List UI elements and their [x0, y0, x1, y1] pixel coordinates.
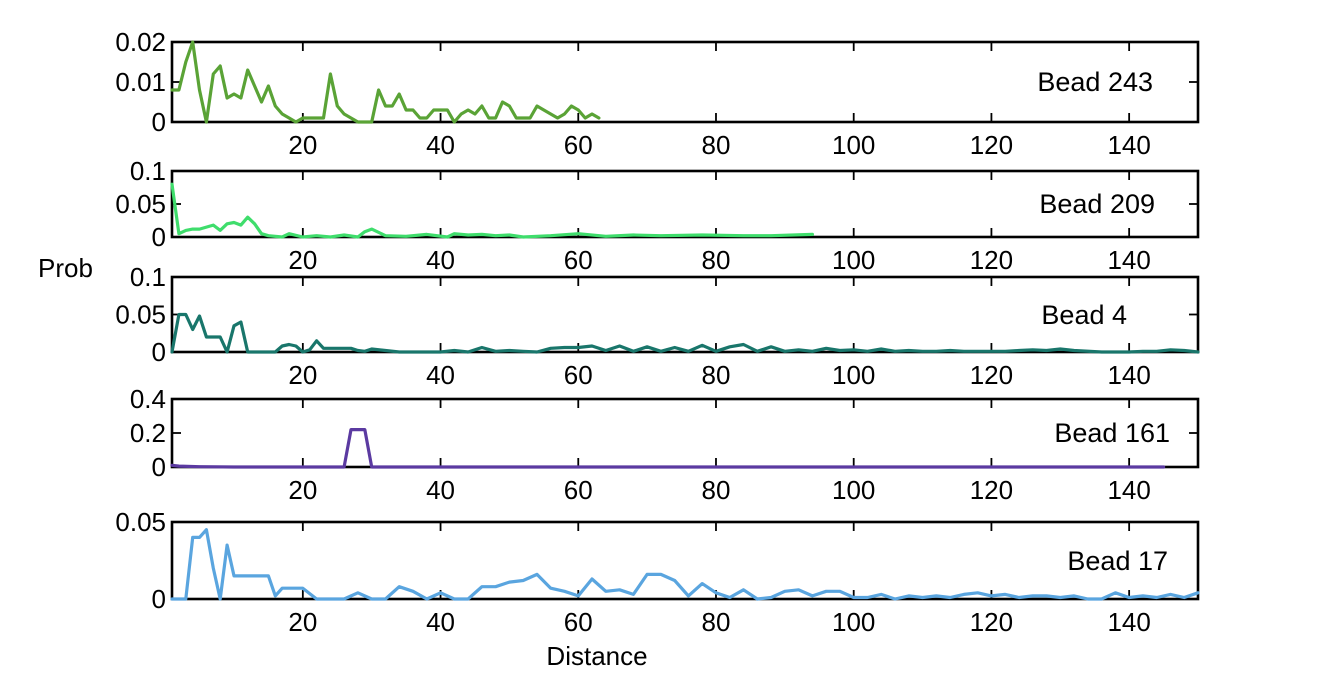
x-tick-label: 100: [832, 607, 875, 637]
x-tick-label: 100: [832, 475, 875, 505]
x-tick-label: 100: [832, 130, 875, 160]
x-tick-label: 120: [970, 360, 1013, 390]
x-tick-label: 120: [970, 130, 1013, 160]
x-tick-label: 140: [1107, 360, 1150, 390]
x-tick-label: 80: [702, 245, 731, 275]
y-tick-label: 0: [152, 107, 166, 137]
x-tick-label: 60: [564, 475, 593, 505]
x-tick-label: 40: [426, 130, 455, 160]
y-tick-label: 0: [152, 337, 166, 367]
x-axis-label: Distance: [546, 641, 647, 671]
y-tick-label: 0.2: [130, 418, 166, 448]
y-tick-label: 0.4: [130, 384, 166, 414]
x-tick-label: 120: [970, 475, 1013, 505]
x-tick-label: 140: [1107, 607, 1150, 637]
x-tick-label: 20: [288, 607, 317, 637]
y-tick-label: 0: [152, 222, 166, 252]
plot-frame: [170, 40, 1200, 124]
series-line: [170, 182, 815, 239]
panel-2: 20 40 60 80 100 120 140 00.050.1 Bead 209: [115, 156, 1200, 275]
bead-annotation: Bead 17: [1067, 546, 1168, 576]
x-tick-label: 60: [564, 360, 593, 390]
x-tick-label: 80: [702, 360, 731, 390]
panel-4: 20 40 60 80 100 120 140 0 0.2 0.4 Bead 161: [130, 384, 1200, 505]
x-tick-label: 80: [702, 607, 731, 637]
x-tick-label: 60: [564, 245, 593, 275]
x-tick-label: 80: [702, 475, 731, 505]
series-line: [170, 312, 1200, 354]
x-tick-label: 140: [1107, 130, 1150, 160]
panel-3: 20 40 60 80 100 120 140 0 0.05 0.1 Bead 4: [115, 262, 1200, 390]
x-tick-label: 140: [1107, 245, 1150, 275]
x-tick-label: 120: [970, 607, 1013, 637]
bead-annotation: Bead 4: [1041, 300, 1127, 330]
y-tick-label: 0.05: [115, 507, 166, 537]
y-tick-label: 0.05: [115, 189, 166, 219]
y-tick-label: 0.02: [115, 27, 166, 57]
x-tick-label: 40: [426, 360, 455, 390]
plot-frame: [170, 397, 1200, 469]
x-tick-label: 20: [288, 475, 317, 505]
x-tick-label: 20: [288, 245, 317, 275]
y-axis-label: Prob: [38, 253, 93, 283]
panel-1: 20 40 60 80 100 120 140 0 0.01 0.02 Bead 243: [115, 27, 1200, 160]
plot-frame: [170, 275, 1200, 354]
x-tick-label: 40: [426, 607, 455, 637]
y-tick-label: 0.05: [115, 300, 166, 330]
y-tick-label: 0.01: [115, 67, 166, 97]
series-line: [170, 528, 1200, 601]
y-tick-label: 0.1: [130, 262, 166, 292]
x-tick-label: 60: [564, 607, 593, 637]
x-tick-label: 100: [832, 360, 875, 390]
bead-annotation: Bead 161: [1054, 418, 1170, 448]
x-tick-label: 80: [702, 130, 731, 160]
x-tick-label: 100: [832, 245, 875, 275]
series-line: [170, 40, 601, 124]
panel-5: 20 40 60 80 100 120 140 0 0.05 Bead 17: [115, 507, 1200, 637]
x-tick-label: 40: [426, 475, 455, 505]
x-tick-label: 120: [970, 245, 1013, 275]
bead-annotation: Bead 209: [1039, 189, 1155, 219]
x-tick-label: 140: [1107, 475, 1150, 505]
y-tick-label: 0.1: [130, 156, 166, 186]
y-tick-label: 0: [152, 452, 166, 482]
x-tick-label: 60: [564, 130, 593, 160]
x-tick-label: 20: [288, 360, 317, 390]
series-line: [170, 428, 1166, 469]
plot-frame: [170, 520, 1200, 601]
x-tick-label: 20: [288, 130, 317, 160]
y-tick-label: 0: [152, 584, 166, 614]
panel-stack: 20 40 60 80 100 120 140 0 0.01 0.02 Bead 243 20 40 60…: [115, 27, 1200, 637]
bead-annotation: Bead 243: [1037, 67, 1153, 97]
x-tick-label: 40: [426, 245, 455, 275]
